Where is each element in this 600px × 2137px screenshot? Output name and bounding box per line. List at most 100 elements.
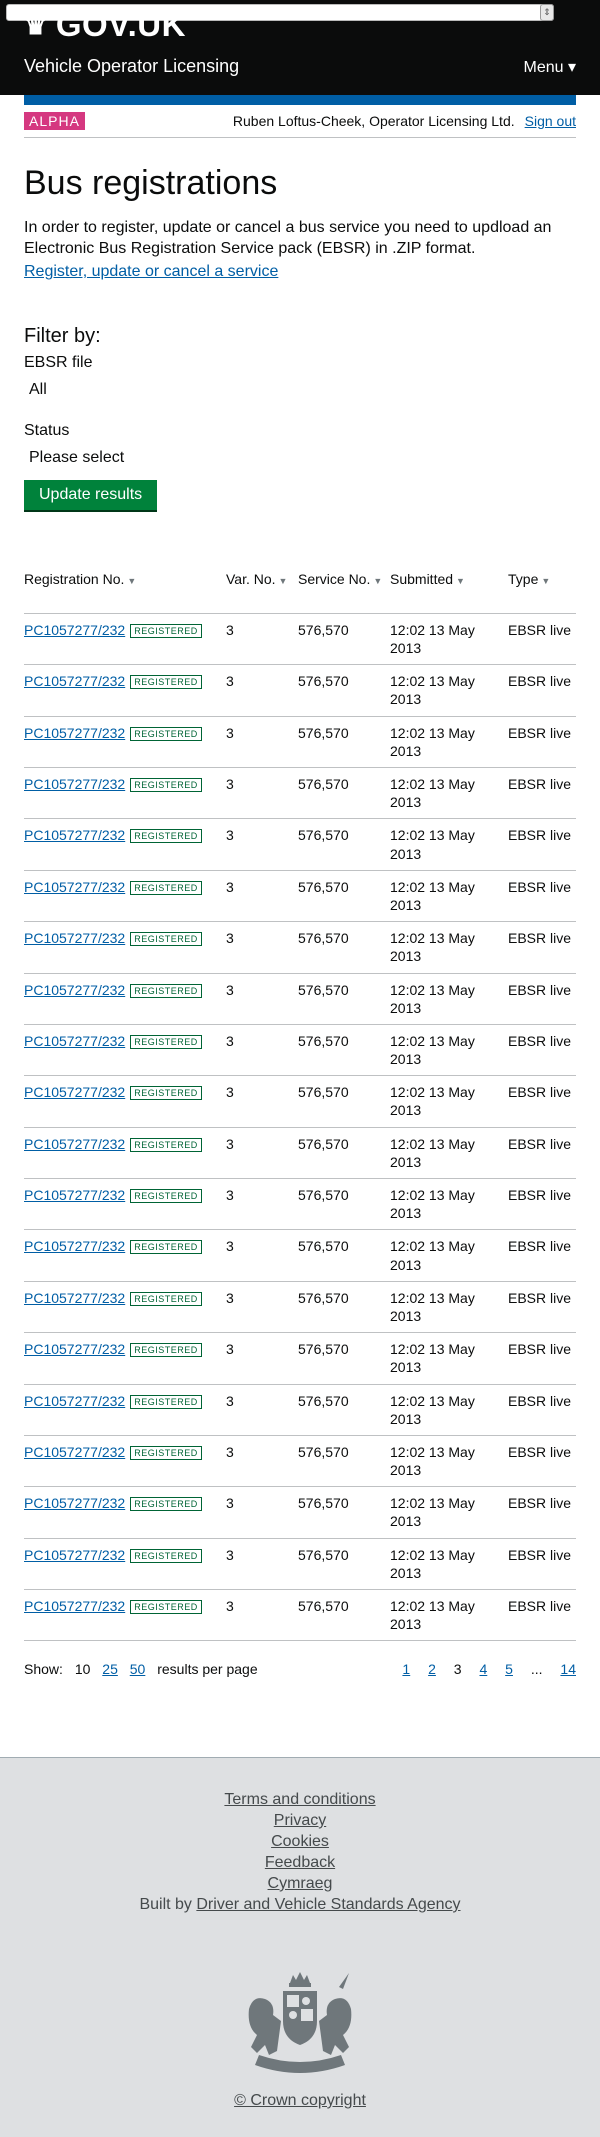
submitted-cell: 12:02 13 May 2013 xyxy=(390,1178,508,1231)
footer-link-terms[interactable]: Terms and conditions xyxy=(224,1791,376,1808)
service-no-cell: 576,570 xyxy=(298,1127,390,1180)
service-no-cell: 576,570 xyxy=(298,1178,390,1231)
var-no-cell: 3 xyxy=(226,1281,298,1334)
registration-link[interactable]: PC1057277/232 xyxy=(24,1598,126,1615)
update-results-button[interactable]: Update results xyxy=(24,480,158,511)
menu-button[interactable]: Menu ▾ xyxy=(523,59,577,76)
submitted-cell: 12:02 13 May 2013 xyxy=(390,1127,508,1180)
built-by-link[interactable]: Driver and Vehicle Standards Agency xyxy=(196,1896,461,1913)
status-badge: REGISTERED xyxy=(130,1291,202,1306)
per-page-25[interactable]: 25 xyxy=(102,1661,118,1678)
registration-link[interactable]: PC1057277/232 xyxy=(24,621,126,638)
service-no-cell: 576,570 xyxy=(298,1332,390,1385)
registration-link[interactable]: PC1057277/232 xyxy=(24,1238,126,1255)
var-no-cell: 3 xyxy=(226,1178,298,1231)
var-no-cell: 3 xyxy=(226,818,298,871)
registration-link[interactable]: PC1057277/232 xyxy=(24,724,126,741)
table-row: PC1057277/232 REGISTERED 3 576,570 12:02 13 … xyxy=(24,1486,576,1539)
registration-link[interactable]: PC1057277/232 xyxy=(24,1084,126,1101)
registration-cell: PC1057277/232 REGISTERED xyxy=(24,1075,226,1128)
built-by: Built by Driver and Vehicle Standards Ag… xyxy=(0,1894,600,1915)
service-name[interactable]: Vehicle Operator Licensing xyxy=(24,56,240,76)
registration-cell: PC1057277/232 REGISTERED xyxy=(24,1281,226,1334)
page-link-last[interactable]: 14 xyxy=(560,1661,576,1678)
status-badge: REGISTERED xyxy=(130,1137,202,1152)
registration-link[interactable]: PC1057277/232 xyxy=(24,1341,126,1358)
sort-arrow-icon: ▼ xyxy=(373,576,383,587)
status-badge: REGISTERED xyxy=(130,778,202,793)
page-link[interactable]: 5 xyxy=(505,1661,513,1678)
table-row: PC1057277/232 REGISTERED 3 576,570 12:02 13 … xyxy=(24,973,576,1025)
browser-scrollbar[interactable]: ⇕ xyxy=(6,4,554,21)
submitted-cell: 12:02 13 May 2013 xyxy=(390,870,508,923)
footer-link-feedback[interactable]: Feedback xyxy=(264,1854,336,1871)
scroll-arrows-icon[interactable]: ⇕ xyxy=(540,4,554,21)
registration-link[interactable]: PC1057277/232 xyxy=(24,1443,126,1460)
submitted-cell: 12:02 13 May 2013 xyxy=(390,818,508,871)
footer-link-cookies[interactable]: Cookies xyxy=(271,1833,329,1850)
registration-link[interactable]: PC1057277/232 xyxy=(24,776,126,793)
status-badge: REGISTERED xyxy=(130,623,202,638)
footer-link-privacy[interactable]: Privacy xyxy=(273,1812,327,1829)
column-header-type[interactable]: Type ▼ xyxy=(508,562,576,614)
submitted-cell: 12:02 13 May 2013 xyxy=(390,1229,508,1282)
status-badge: REGISTERED xyxy=(130,1445,202,1460)
page-link[interactable]: 4 xyxy=(479,1661,488,1678)
type-cell: EBSR live xyxy=(508,1281,576,1334)
table-row: PC1057277/232 REGISTERED 3 576,570 12:02 13 … xyxy=(24,1024,576,1077)
table-row: PC1057277/232 REGISTERED 3 576,570 12:02 13 … xyxy=(24,1281,576,1334)
registration-link[interactable]: PC1057277/232 xyxy=(24,1495,126,1512)
ebsr-file-select[interactable]: All xyxy=(29,381,47,399)
registration-link[interactable]: PC1057277/232 xyxy=(24,1135,126,1152)
registration-link[interactable]: PC1057277/232 xyxy=(24,1187,126,1204)
type-cell: EBSR live xyxy=(508,767,576,820)
type-cell: EBSR live xyxy=(508,664,576,717)
column-header-registration[interactable]: Registration No. ▼ xyxy=(24,562,226,614)
footer-link-cymraeg[interactable]: Cymraeg xyxy=(267,1875,333,1892)
status-badge: REGISTERED xyxy=(130,1394,202,1409)
current-page: 3 xyxy=(453,1661,462,1678)
per-page-current: 10 xyxy=(74,1661,91,1678)
service-no-cell: 576,570 xyxy=(298,1075,390,1128)
crown-copyright-link[interactable]: © Crown copyright xyxy=(234,2092,366,2109)
user-name: Ruben Loftus-Cheek, Operator Licensing L… xyxy=(232,113,515,129)
service-no-cell: 576,570 xyxy=(298,973,390,1025)
var-no-cell: 3 xyxy=(226,1538,298,1591)
status-badge: REGISTERED xyxy=(130,1600,202,1615)
page-link[interactable]: 1 xyxy=(402,1661,411,1678)
sign-out-link[interactable]: Sign out xyxy=(524,113,576,129)
column-header-submitted[interactable]: Submitted ▼ xyxy=(390,562,508,614)
column-header-service[interactable]: Service No. ▼ xyxy=(298,562,390,614)
registration-link[interactable]: PC1057277/232 xyxy=(24,1032,126,1049)
page-link[interactable]: 2 xyxy=(428,1661,436,1678)
var-no-cell: 3 xyxy=(226,973,298,1025)
registration-link[interactable]: PC1057277/232 xyxy=(24,981,126,998)
status-badge: REGISTERED xyxy=(130,675,202,690)
royal-coat-of-arms-icon xyxy=(248,1972,352,2073)
registration-cell: PC1057277/232 REGISTERED xyxy=(24,1178,226,1231)
registration-link[interactable]: PC1057277/232 xyxy=(24,878,126,895)
registration-link[interactable]: PC1057277/232 xyxy=(24,930,126,947)
per-page-50[interactable]: 50 xyxy=(129,1661,146,1678)
submitted-cell: 12:02 13 May 2013 xyxy=(390,1384,508,1436)
status-badge: REGISTERED xyxy=(130,726,202,741)
filter-title: Filter by: xyxy=(24,325,101,348)
registration-link[interactable]: PC1057277/232 xyxy=(24,1546,126,1563)
service-no-cell: 576,570 xyxy=(298,818,390,871)
registration-link[interactable]: PC1057277/232 xyxy=(24,827,126,844)
var-no-cell: 3 xyxy=(226,1332,298,1385)
table-row: PC1057277/232 REGISTERED 3 576,570 12:02 13 … xyxy=(24,664,576,717)
sort-arrow-icon: ▼ xyxy=(541,576,551,587)
status-badge: REGISTERED xyxy=(130,1343,202,1358)
registration-cell: PC1057277/232 REGISTERED xyxy=(24,1229,226,1282)
registration-link[interactable]: PC1057277/232 xyxy=(24,1392,126,1409)
submitted-cell: 12:02 13 May 2013 xyxy=(390,921,508,974)
registration-link[interactable]: PC1057277/232 xyxy=(24,673,126,690)
column-header-var[interactable]: Var. No. ▼ xyxy=(226,562,298,614)
var-no-cell: 3 xyxy=(226,1075,298,1128)
status-select[interactable]: Please select xyxy=(29,449,125,467)
service-no-cell: 576,570 xyxy=(298,1486,390,1539)
registration-link[interactable]: PC1057277/232 xyxy=(24,1289,126,1306)
govuk-logo[interactable]: ♛ GOV.UK xyxy=(24,20,186,44)
register-service-link[interactable]: Register, update or cancel a service xyxy=(24,263,279,281)
